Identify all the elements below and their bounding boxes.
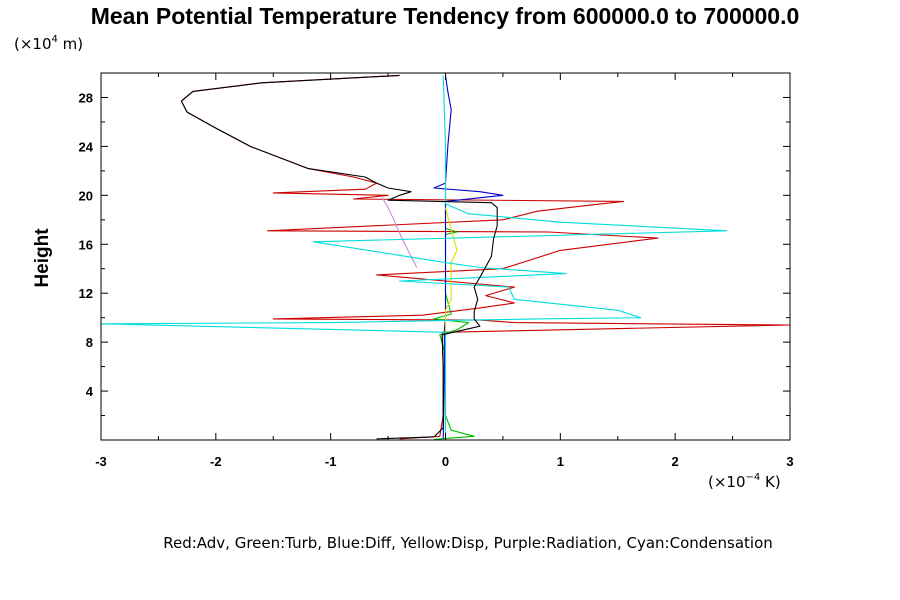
y-tick-label: 20 [79,188,93,203]
series-layer [100,74,791,440]
series-line-total [180,74,498,440]
y-tick-label: 4 [86,384,94,399]
y-unit-prefix: (×10 [14,35,52,53]
y-tick-label: 16 [79,237,93,252]
series-line-disp [444,207,458,335]
chart-title: Mean Potential Temperature Tendency from… [91,3,800,29]
y-tick-label: 24 [79,139,94,154]
x-tick-label: 2 [672,454,679,469]
x-tick-label: -2 [210,454,222,469]
x-tick-label: 3 [786,454,793,469]
series-line-condensation [100,75,728,439]
series-line-radiation [381,197,418,268]
y-tick-label: 12 [79,286,93,301]
x-tick-label: -3 [95,454,107,469]
x-unit-suffix: K) [760,473,780,491]
x-tick-label: 1 [557,454,564,469]
x-unit-label: (×10−4 K) [708,472,781,491]
y-unit-label: (×104 m) [14,34,83,53]
y-tick-label: 8 [86,335,93,350]
series-line-turb [433,195,475,440]
y-axis-label: Height [32,228,53,288]
x-unit-prefix: (×10 [708,473,746,491]
x-unit-exponent: −4 [746,472,761,483]
x-tick-label: 0 [442,454,449,469]
legend-text: Red:Adv, Green:Turb, Blue:Diff, Yellow:D… [163,534,773,552]
x-tick-label: -1 [325,454,337,469]
y-unit-suffix: m) [58,35,83,53]
series-line-diff [433,75,504,439]
y-unit-exponent: 4 [52,34,58,45]
series-line-adv [180,74,791,440]
y-tick-label: 28 [79,90,93,105]
